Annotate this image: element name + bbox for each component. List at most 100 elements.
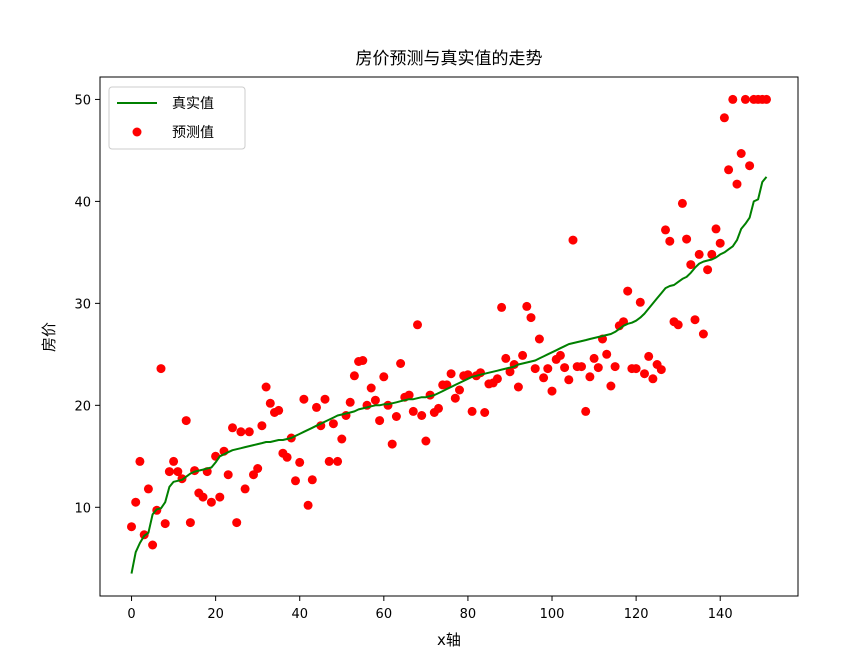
predicted-point	[501, 353, 511, 363]
x-tick-label: 120	[624, 607, 649, 622]
predicted-point	[333, 456, 343, 466]
predicted-point	[261, 382, 271, 392]
predicted-point	[568, 235, 578, 245]
predicted-point	[244, 427, 254, 437]
x-axis-ticks: 0 20 40 60 80 100 120 140	[127, 596, 733, 622]
plot-area	[127, 94, 771, 574]
predicted-point	[291, 476, 300, 486]
predicted-point	[236, 427, 246, 437]
predicted-point	[185, 518, 195, 528]
predicted-point	[232, 518, 242, 528]
predicted-point	[148, 540, 158, 550]
plot-frame	[99, 76, 799, 597]
predicted-point	[358, 356, 368, 365]
y-tick-label: 10	[74, 501, 91, 516]
predicted-point	[164, 467, 174, 477]
predicted-point	[455, 385, 464, 395]
y-axis-ticks: 10 20 30 40 50	[74, 93, 100, 516]
x-tick-label: 60	[376, 607, 393, 622]
predicted-point	[328, 419, 338, 429]
predicted-point	[160, 519, 170, 529]
predicted-point	[198, 492, 208, 502]
predicted-point	[534, 334, 544, 344]
predicted-point	[547, 386, 557, 396]
predicted-point	[648, 374, 658, 384]
predicted-point	[135, 456, 145, 466]
predicted-point	[215, 492, 225, 502]
predicted-point	[711, 224, 721, 234]
predicted-point	[707, 249, 717, 259]
predicted-point	[673, 320, 683, 330]
x-tick-label: 140	[708, 607, 733, 622]
predicted-point	[602, 349, 612, 359]
predicted-point	[480, 408, 490, 417]
predicted-point	[299, 394, 309, 404]
predicted-point	[223, 470, 233, 480]
predicted-point	[450, 393, 460, 403]
predicted-point	[127, 522, 136, 532]
predicted-point	[593, 363, 603, 373]
y-tick-label: 20	[74, 399, 91, 414]
predicted-point	[446, 369, 456, 379]
predicted-point	[396, 359, 406, 368]
predicted-point	[635, 297, 645, 307]
predicted-point	[391, 412, 401, 421]
predicted-point	[274, 405, 284, 415]
predicted-point	[312, 402, 321, 412]
predicted-point	[282, 452, 292, 462]
predicted-point	[307, 475, 317, 485]
predicted-point	[156, 364, 166, 374]
predicted-point	[581, 406, 591, 416]
actual-price-line	[130, 176, 768, 574]
legend-label-predicted: 预测值	[172, 125, 214, 141]
y-tick-label: 50	[74, 93, 91, 108]
chart-title: 房价预测与真实值的走势	[356, 49, 543, 69]
predicted-point	[370, 395, 380, 405]
predicted-point	[173, 467, 183, 477]
predicted-point	[719, 113, 729, 123]
predicted-point	[677, 198, 687, 208]
predicted-point	[345, 397, 355, 407]
predicted-point	[206, 497, 216, 507]
predicted-point	[577, 362, 586, 372]
predicted-point	[404, 390, 414, 400]
predicted-point	[661, 225, 670, 235]
x-tick-label: 100	[540, 607, 565, 622]
predicted-point	[408, 406, 418, 416]
x-tick-label: 80	[460, 607, 477, 622]
predicted-point	[417, 411, 427, 420]
y-axis-label: 房价	[40, 322, 58, 352]
predicted-point	[703, 265, 713, 275]
predicted-point	[665, 236, 675, 246]
predicted-point	[732, 179, 742, 189]
predicted-point	[337, 434, 347, 444]
predicted-point	[169, 456, 179, 466]
predicted-point	[539, 373, 549, 383]
predicted-point	[131, 497, 141, 507]
predicted-point	[589, 353, 599, 363]
predicted-point	[690, 315, 700, 325]
predicted-point	[640, 369, 649, 379]
predicted-point	[560, 363, 570, 373]
predicted-point	[518, 350, 528, 360]
predicted-point	[387, 439, 397, 449]
predicted-point	[585, 372, 595, 382]
predicted-point	[366, 383, 376, 393]
y-tick-label: 40	[74, 195, 91, 210]
predicted-point	[698, 329, 708, 339]
predicted-point	[682, 234, 692, 244]
predicted-point	[467, 406, 477, 416]
legend-label-actual: 真实值	[172, 96, 214, 112]
predicted-point	[324, 456, 334, 466]
x-tick-label: 40	[291, 607, 308, 622]
predicted-point	[375, 416, 385, 426]
predicted-point	[379, 372, 389, 382]
predicted-point	[745, 161, 755, 171]
predicted-point	[522, 301, 532, 311]
predicted-point	[143, 484, 153, 494]
predicted-point	[303, 500, 313, 510]
predicted-point	[543, 364, 553, 374]
predicted-point	[505, 367, 515, 377]
predicted-point	[644, 351, 654, 361]
